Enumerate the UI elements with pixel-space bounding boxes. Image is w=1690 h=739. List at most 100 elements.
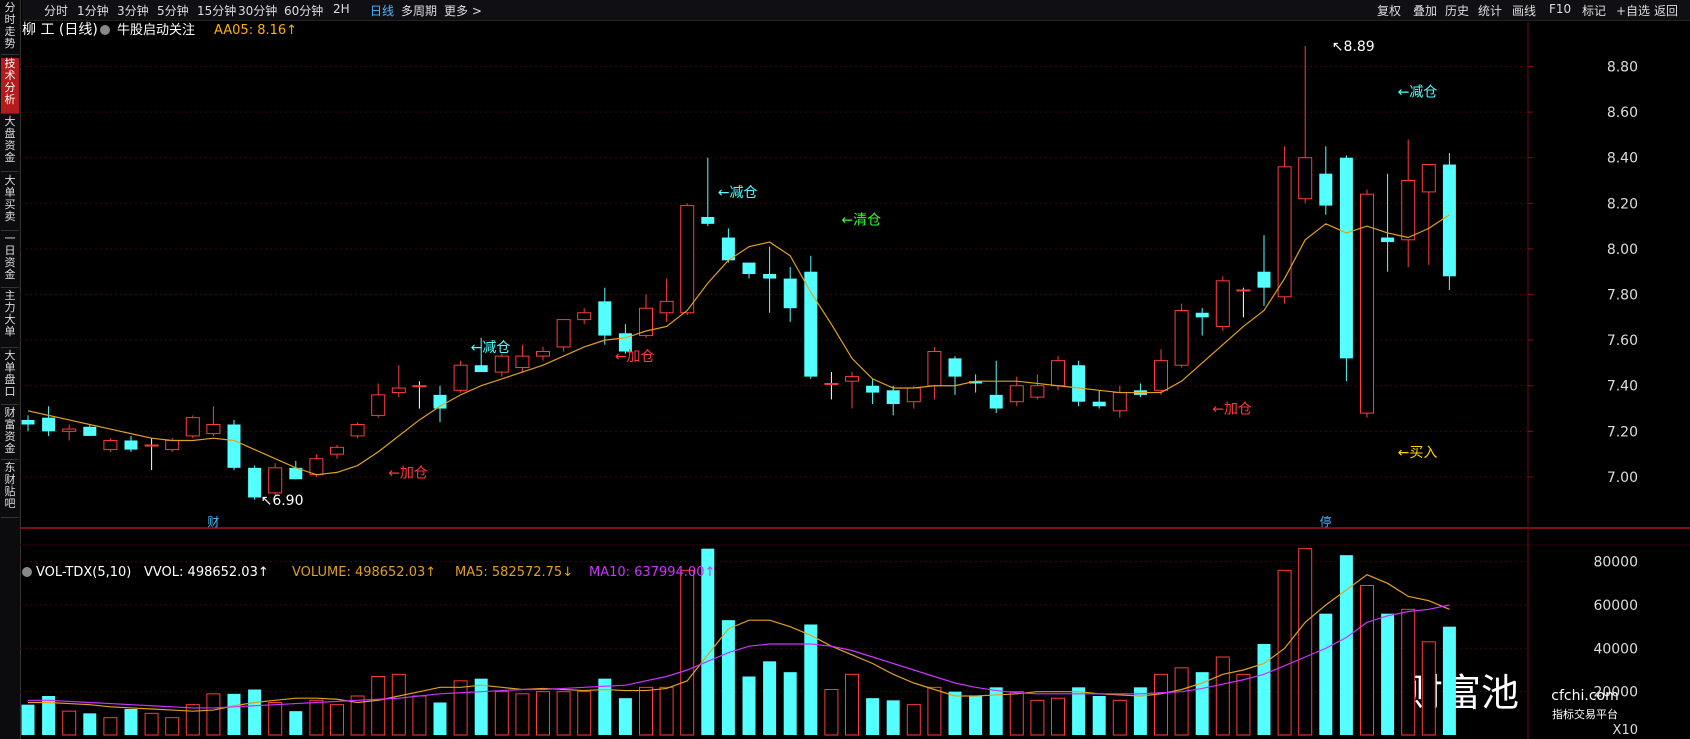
period-tab[interactable]: 3分钟 — [117, 4, 149, 18]
candle-body — [969, 381, 983, 384]
candle-body — [1442, 164, 1456, 277]
price-tick-label: 8.40 — [1607, 151, 1638, 167]
candle-body — [989, 394, 1003, 409]
toolbar-button[interactable]: +自选 — [1616, 4, 1651, 18]
sidebar-tab[interactable]: 技术分析 — [1, 58, 19, 114]
candle-body — [866, 385, 880, 393]
toolbar-button[interactable]: 标记 — [1582, 4, 1607, 18]
volume-bar — [1421, 641, 1436, 736]
annotation-label: ←清仓 — [841, 212, 881, 228]
volume-settings-icon[interactable] — [22, 567, 32, 577]
candle-body — [165, 439, 180, 451]
toolbar-button[interactable]: F10 — [1549, 2, 1572, 16]
candle-body — [1154, 360, 1168, 391]
candle-body — [1319, 173, 1333, 206]
toolbar-button[interactable]: 返回 — [1654, 4, 1679, 18]
candle-body — [1051, 360, 1065, 387]
candle-body — [42, 417, 56, 432]
volume-bar — [1236, 673, 1251, 736]
volume-bar — [536, 691, 550, 736]
toolbar-button[interactable]: 叠加 — [1413, 4, 1438, 18]
period-tab[interactable]: 30分钟 — [238, 4, 278, 18]
toolbar-button[interactable]: 统计 — [1478, 4, 1503, 18]
sidebar-tab[interactable]: 一日资金 — [1, 233, 19, 288]
volume-bar — [577, 691, 592, 736]
volume-bar — [783, 672, 797, 735]
candle-body — [1092, 401, 1106, 407]
volume-bar — [1339, 555, 1353, 735]
candle-body — [206, 424, 221, 435]
volume-bar — [412, 695, 427, 736]
period-tab[interactable]: 日线 — [370, 4, 395, 18]
price-ma-line — [27, 214, 1450, 476]
volume-value: VOLUME: 498652.03↑ — [292, 565, 436, 580]
annotation-label: ←加仓 — [388, 465, 428, 481]
volume-bar — [371, 676, 386, 736]
aa05-value: AA05: 8.16↑ — [214, 23, 297, 38]
volume-bar — [350, 695, 365, 736]
annotation-label: ↖6.90 — [261, 493, 304, 509]
sidebar-tab[interactable]: 大盘资金 — [1, 116, 19, 172]
price-tick-label: 7.40 — [1607, 379, 1638, 395]
candle-body — [124, 440, 138, 450]
candle-body — [783, 278, 797, 309]
volume-bar — [680, 569, 695, 736]
volume-bar — [659, 686, 674, 736]
sidebar-tab[interactable]: 分时走势 — [1, 2, 19, 55]
volume-ma10-line — [28, 604, 1450, 709]
volume-bar — [886, 700, 900, 735]
volume-tick-label: 60000 — [1593, 598, 1638, 614]
volume-bar — [742, 676, 756, 735]
candle-body — [248, 467, 262, 498]
candle-body — [1298, 157, 1313, 200]
period-tab[interactable]: 60分钟 — [284, 4, 324, 18]
volume-bar — [969, 696, 983, 735]
candle-body — [1236, 289, 1251, 292]
price-tick-label: 7.20 — [1607, 424, 1638, 440]
period-tab[interactable]: 2H — [333, 2, 350, 16]
toolbar-button[interactable]: 复权 — [1377, 4, 1402, 18]
candle-body — [1277, 166, 1292, 298]
sidebar-tab[interactable]: 大单盘口 — [1, 350, 19, 405]
candle-body — [906, 387, 921, 403]
candle-body — [804, 271, 818, 377]
period-tab[interactable]: 更多 > — [444, 4, 482, 18]
volume-bar — [103, 717, 118, 736]
period-tab[interactable]: 1分钟 — [77, 4, 109, 18]
candle-body — [598, 301, 612, 336]
watermark-site: cfchi.com — [1551, 688, 1618, 704]
volume-bar — [763, 661, 777, 735]
period-tab[interactable]: 多周期 — [401, 4, 438, 18]
volume-bar — [391, 673, 406, 736]
volume-bar — [1072, 687, 1086, 735]
volume-bar — [1133, 687, 1147, 735]
indicator-settings-icon[interactable] — [100, 25, 110, 35]
candle-body — [577, 312, 592, 321]
candle-body — [927, 351, 942, 387]
candle-body — [1339, 157, 1353, 359]
sidebar-tab[interactable]: 东财贴吧 — [1, 462, 19, 518]
sidebar-tab[interactable]: 财富资金 — [1, 407, 19, 460]
sidebar-tab[interactable]: 主力大单 — [1, 290, 19, 348]
toolbar-button[interactable]: 历史 — [1445, 4, 1470, 18]
period-tab[interactable]: 15分钟 — [197, 4, 237, 18]
volume-bar — [433, 702, 447, 735]
sidebar-tab[interactable]: 大单买卖 — [1, 175, 19, 231]
volume-bar — [21, 704, 35, 735]
candle-body — [742, 262, 756, 274]
volume-bar — [1009, 691, 1024, 736]
candle-body — [289, 467, 303, 480]
period-tab[interactable]: 分时 — [44, 4, 69, 18]
candle-body — [721, 237, 735, 261]
volume-bar — [866, 698, 880, 735]
volume-ma5-line — [28, 573, 1450, 712]
price-tick-label: 7.00 — [1607, 470, 1638, 486]
candle-body — [1030, 385, 1045, 398]
candle-body — [412, 385, 427, 388]
volume-bar — [1401, 608, 1416, 736]
annotation-label: ←买入 — [1398, 445, 1438, 461]
toolbar-button[interactable]: 画线 — [1512, 4, 1537, 18]
candle-body — [1195, 312, 1209, 318]
period-tab[interactable]: 5分钟 — [157, 4, 189, 18]
candle-body — [948, 358, 962, 377]
